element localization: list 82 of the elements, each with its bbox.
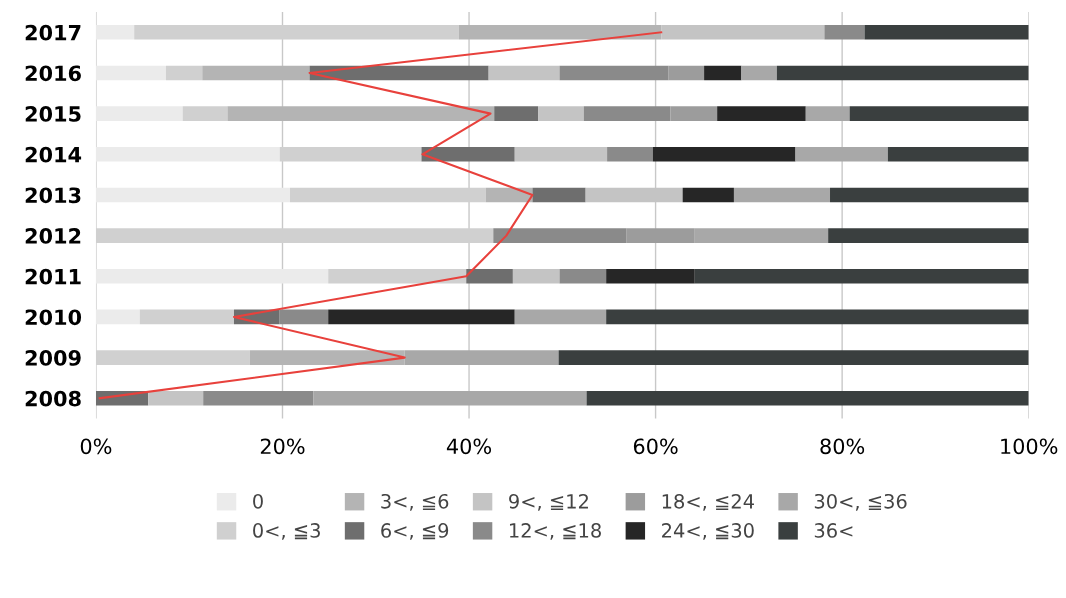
y-tick-label: 2014: [25, 146, 82, 163]
legend-label: 6<, ≦9: [381, 523, 449, 540]
legend-label: 0<, ≦3: [253, 523, 320, 540]
x-tick-label: 40%: [446, 438, 492, 455]
bar: [227, 106, 495, 121]
bar: [586, 390, 1029, 406]
legend-label: 36<: [814, 523, 853, 538]
bar: [203, 390, 314, 406]
bar: [328, 268, 467, 284]
y-tick-label: 2010: [25, 309, 82, 326]
bar: [776, 65, 1029, 81]
bar: [532, 187, 586, 203]
y-tick-label: 2015: [25, 106, 81, 122]
bar: [606, 309, 1029, 325]
bar: [279, 309, 329, 325]
bar: [95, 106, 183, 121]
x-tick-label: 100%: [1001, 438, 1058, 455]
bar: [466, 268, 513, 284]
bar: [182, 106, 228, 121]
bar: [733, 187, 831, 203]
bar: [668, 65, 705, 81]
bar: [717, 106, 806, 121]
bar: [805, 106, 850, 121]
y-tick-label: 2016: [25, 65, 81, 82]
x-tick-label: 20%: [260, 438, 305, 455]
bar: [512, 268, 560, 284]
bar: [139, 309, 234, 325]
bar: [606, 268, 695, 284]
bar: [313, 390, 587, 406]
y-tick-label: 2008: [25, 390, 81, 407]
legend-label: 3<, ≦6: [381, 493, 449, 511]
bar: [661, 24, 825, 40]
bar: [849, 106, 1029, 121]
bar: [95, 187, 290, 203]
bar: [824, 24, 865, 40]
bar: [559, 65, 669, 81]
bar: [741, 65, 777, 81]
y-tick-label: 2017: [25, 24, 81, 41]
bar: [828, 228, 1029, 243]
bar: [95, 309, 140, 325]
bar: [95, 146, 280, 162]
legend-label: 18<, ≦24: [662, 493, 754, 511]
legend-label: 9<, ≦12: [509, 493, 588, 511]
bar: [421, 146, 515, 162]
y-tick-label: 2013: [25, 187, 81, 204]
bar: [95, 65, 166, 81]
bar: [583, 106, 671, 121]
bar: [95, 24, 135, 40]
legend-label: 0: [253, 493, 263, 509]
bar: [670, 106, 718, 121]
y-tick-label: 2011: [25, 268, 81, 285]
bar: [830, 187, 1029, 203]
x-tick-label: 60%: [633, 438, 678, 455]
bar: [328, 309, 515, 325]
bar: [704, 65, 742, 81]
bar: [458, 24, 662, 40]
bar: [864, 24, 1029, 40]
y-tick-label: 2009: [25, 350, 81, 366]
bar: [538, 106, 584, 121]
bar: [95, 268, 329, 284]
bar: [607, 146, 653, 162]
bar: [514, 146, 608, 162]
bar: [202, 65, 310, 81]
bar: [514, 309, 607, 325]
bar: [494, 106, 539, 121]
bar: [682, 187, 734, 203]
bar: [559, 268, 607, 284]
legend-label: 30<, ≦36: [814, 493, 907, 511]
bar: [165, 65, 203, 81]
legend-label: 24<, ≦30: [662, 523, 754, 540]
bar: [558, 350, 1029, 365]
legend-label: 12<, ≦18: [509, 523, 601, 540]
bar: [652, 146, 796, 162]
bar: [887, 146, 1029, 162]
bar: [148, 390, 204, 406]
bar: [795, 146, 888, 162]
bar: [493, 228, 627, 243]
x-tick-label: 0%: [80, 438, 112, 455]
bar: [488, 65, 560, 81]
y-tick-label: 2012: [25, 228, 81, 244]
bar: [694, 268, 1029, 284]
x-tick-label: 80%: [820, 438, 865, 455]
